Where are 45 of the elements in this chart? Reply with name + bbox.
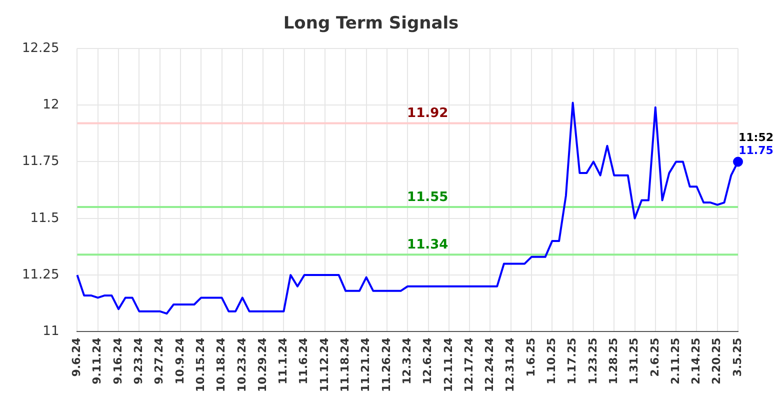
ref-line-label: 11.34 [407, 238, 448, 253]
x-tick-label: 12.3.24 [400, 337, 414, 384]
x-tick-label: 12.24.24 [483, 337, 496, 392]
x-tick-label: 11.1.24 [276, 337, 290, 384]
x-tick-label: 11.21.24 [359, 337, 372, 392]
x-tick-label: 2.14.25 [690, 338, 703, 384]
x-tick-label: 2.11.25 [668, 338, 682, 384]
x-tick-label: 12.31.24 [504, 337, 517, 392]
x-tick-label: 10.18.24 [214, 337, 228, 392]
y-tick-label: 12.25 [22, 40, 60, 56]
y-tick-label: 12 [42, 97, 60, 112]
x-tick-label: 2.6.25 [648, 338, 662, 377]
x-tick-label: 11.26.24 [380, 337, 393, 392]
ref-line-label: 11.55 [407, 190, 448, 205]
x-tick-label: 11.12.24 [318, 337, 331, 392]
x-tick-label: 9.27.24 [152, 337, 166, 384]
x-tick-label: 10.9.24 [173, 337, 186, 384]
y-tick-label: 11.75 [22, 154, 60, 170]
x-tick-label: 10.15.24 [194, 337, 207, 392]
ref-line-label: 11.92 [407, 106, 448, 122]
x-tick-label: 1.6.25 [524, 338, 538, 377]
x-tick-label: 3.5.25 [730, 338, 744, 377]
x-tick-label: 12.11.24 [442, 337, 455, 392]
x-tick-label: 1.28.25 [606, 338, 620, 384]
y-tick-label: 11.25 [22, 267, 60, 282]
x-tick-label: 1.31.25 [628, 338, 641, 384]
x-tick-label: 9.23.24 [132, 337, 146, 384]
x-tick-label: 11.6.24 [297, 337, 310, 384]
x-tick-label: 10.23.24 [235, 337, 248, 392]
chart-title: Long Term Signals [283, 14, 459, 34]
x-tick-label: 1.23.25 [586, 338, 600, 384]
x-tick-label: 12.17.24 [462, 337, 476, 392]
x-tick-label: 9.11.24 [90, 337, 104, 384]
x-tick-label: 10.29.24 [256, 337, 269, 392]
y-tick-label: 11.5 [30, 210, 60, 226]
annotation: 11:52 [738, 131, 774, 144]
x-tick-label: 9.6.24 [70, 337, 84, 377]
x-tick-label: 2.20.25 [710, 338, 724, 384]
y-tick-label: 11 [42, 324, 60, 340]
x-tick-label: 12.6.24 [421, 337, 434, 384]
x-tick-label: 9.16.24 [111, 337, 124, 384]
data-label: 11.75 [738, 144, 774, 158]
x-tick-label: 1.17.25 [566, 338, 579, 384]
x-tick-label: 1.10.25 [545, 338, 558, 384]
x-tick-label: 11.18.24 [338, 337, 352, 392]
